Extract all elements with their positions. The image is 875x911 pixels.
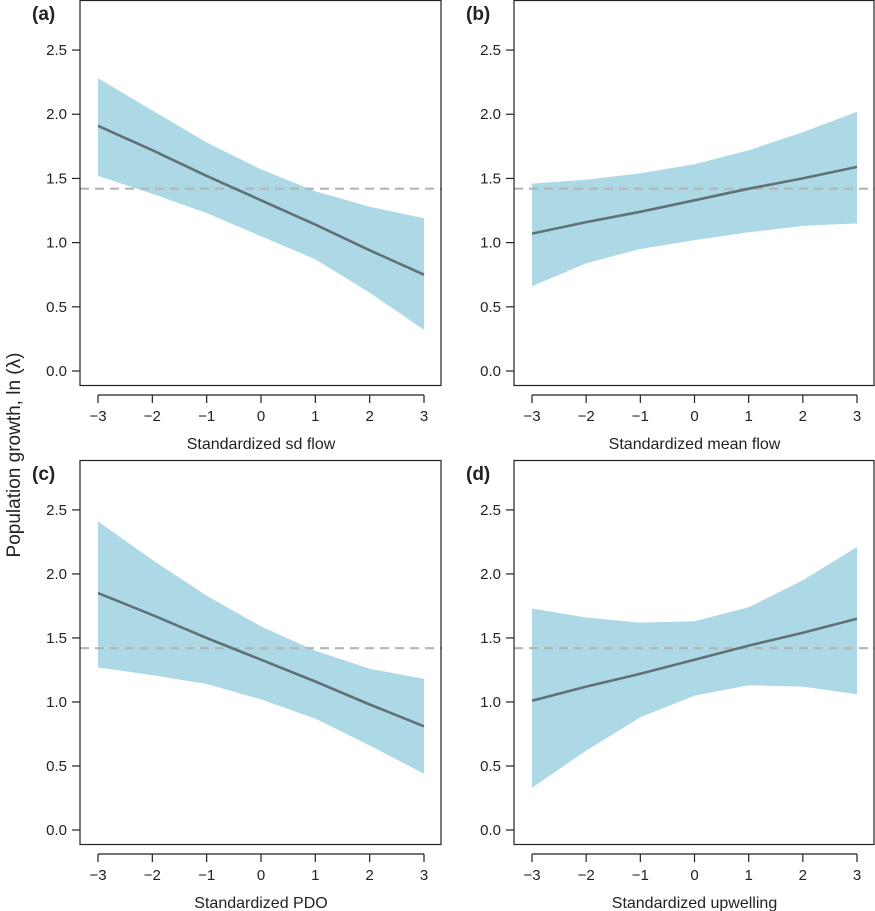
x-tick-label: −2: [578, 408, 595, 425]
y-tick-label: 0.0: [480, 822, 501, 839]
x-tick-label: 2: [365, 867, 373, 884]
panel-b: 0.0 0.5 1.0 1.5 2.0 2.5 −3 −2 −1 0 1 2 3 Standardized…: [466, 0, 875, 453]
y-tick-label: 2.5: [480, 42, 501, 59]
x-tick-label: −2: [578, 867, 595, 884]
x-tick-label: 0: [257, 867, 265, 884]
x-tick-label: −2: [144, 408, 161, 425]
y-tick-label: 2.0: [46, 106, 67, 123]
panel-c: 0.0 0.5 1.0 1.5 2.0 2.5 −3 −2 −1 0 1 2 3 Standardized…: [32, 459, 442, 911]
x-tick-label: 1: [311, 867, 319, 884]
x-tick-label: −1: [198, 408, 215, 425]
fitted-line: [97, 591, 425, 728]
y-tick-label: 2.5: [46, 502, 67, 519]
y-tick-label: 1.0: [480, 694, 501, 711]
x-tick-label: 1: [744, 867, 752, 884]
y-tick-label: 0.5: [46, 299, 67, 316]
x-tick-label: −1: [632, 867, 649, 884]
y-tick-label: 0.5: [480, 299, 501, 316]
x-axis-title: Standardized PDO: [194, 895, 327, 911]
x-axis-title: Standardized mean flow: [609, 436, 781, 453]
x-tick-label: −2: [144, 867, 161, 884]
fitted-line: [531, 617, 858, 702]
y-tick-label: 1.5: [480, 170, 501, 187]
x-tick-label: 3: [853, 867, 861, 884]
x-tick-label: 3: [853, 408, 861, 425]
y-tick-label: 2.0: [46, 566, 67, 583]
plot-frame: [79, 459, 442, 846]
confidence-band: [98, 78, 424, 330]
x-tick-label: 0: [690, 867, 698, 884]
x-tick-label: −3: [89, 867, 106, 884]
y-tick-label: 2.5: [480, 502, 501, 519]
plot-frame: [79, 0, 442, 387]
y-tick-label: 0.5: [480, 758, 501, 775]
plot-frame: [513, 459, 875, 846]
y-tick-label: 1.0: [46, 694, 67, 711]
x-tick-label: −1: [632, 408, 649, 425]
x-axis-title: Standardized sd flow: [187, 436, 336, 453]
y-axis-title: Population growth, ln (λ): [4, 353, 25, 558]
y-tick-label: 1.0: [480, 235, 501, 252]
x-tick-label: 3: [420, 867, 428, 884]
y-tick-label: 1.0: [46, 235, 67, 252]
x-tick-label: 2: [799, 867, 807, 884]
y-tick-label: 0.0: [46, 363, 67, 380]
y-tick-label: 2.0: [480, 106, 501, 123]
panel-label: (a): [32, 4, 55, 25]
y-tick-label: 2.5: [46, 42, 67, 59]
panel-label: (d): [466, 464, 490, 485]
x-tick-label: 2: [799, 408, 807, 425]
fitted-line: [97, 124, 425, 276]
y-tick-label: 0.5: [46, 758, 67, 775]
x-tick-label: 0: [257, 408, 265, 425]
x-tick-label: 3: [420, 408, 428, 425]
x-axis-title: Standardized upwelling: [612, 895, 777, 911]
x-tick-label: 1: [311, 408, 319, 425]
panel-label: (c): [32, 464, 55, 485]
panel-a: 0.0 0.5 1.0 1.5 2.0 2.5 −3 −2 −1 0 1 2 3 Standardized…: [32, 0, 442, 453]
plot-frame: [513, 0, 875, 387]
y-tick-label: 1.5: [480, 630, 501, 647]
x-tick-label: 0: [690, 408, 698, 425]
y-tick-label: 1.5: [46, 170, 67, 187]
x-tick-label: 2: [365, 408, 373, 425]
y-tick-label: 0.0: [480, 363, 501, 380]
panel-label: (b): [466, 4, 490, 25]
y-tick-label: 2.0: [480, 566, 501, 583]
x-tick-label: 1: [744, 408, 752, 425]
x-tick-label: −3: [523, 867, 540, 884]
y-tick-label: 0.0: [46, 822, 67, 839]
x-tick-label: −1: [198, 867, 215, 884]
x-tick-label: −3: [89, 408, 106, 425]
panel-d: 0.0 0.5 1.0 1.5 2.0 2.5 −3 −2 −1 0 1 2 3 Standardized…: [466, 459, 875, 911]
x-tick-label: −3: [523, 408, 540, 425]
y-tick-label: 1.5: [46, 630, 67, 647]
confidence-band: [532, 547, 857, 788]
fitted-line: [531, 165, 858, 235]
